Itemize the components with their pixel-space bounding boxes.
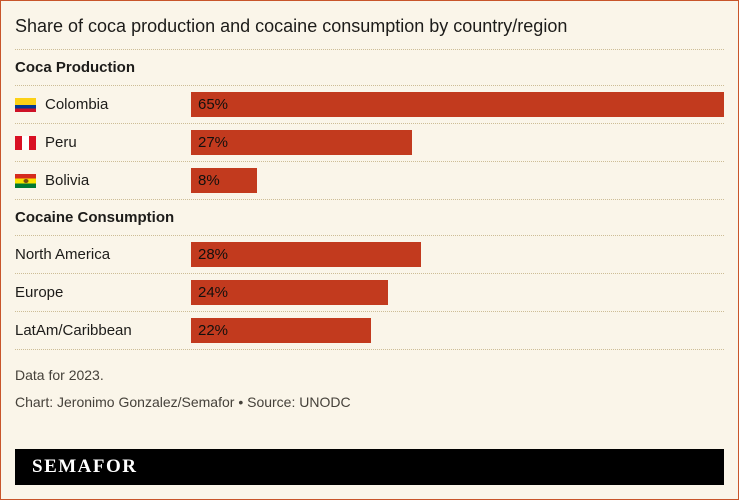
flag-colombia-icon <box>15 97 36 112</box>
bar-value-label: 27% <box>198 134 229 151</box>
bar-value-label: 28% <box>198 246 229 263</box>
chart-sections: Coca Production Colombia 65% Peru 27% Bolivia… <box>15 50 724 350</box>
row-label-cell: Peru <box>15 134 191 151</box>
bar-track: 28% <box>191 242 724 267</box>
row-label-cell: Bolivia <box>15 172 191 189</box>
bar-track: 65% <box>191 92 724 117</box>
bar-bolivia: 8% <box>191 168 257 193</box>
brand-bar: SEMAFOR <box>15 449 724 485</box>
bar-latam-caribbean: 22% <box>191 318 372 343</box>
row-label-cell: North America <box>15 246 191 263</box>
source-credit: Chart: Jeronimo Gonzalez/Semafor • Sourc… <box>15 394 351 410</box>
row-label: North America <box>15 246 111 263</box>
bar-track: 27% <box>191 130 724 155</box>
row-label-cell: Europe <box>15 284 191 301</box>
semafor-logo: SEMAFOR <box>32 456 138 477</box>
data-note: Data for 2023. <box>15 367 104 383</box>
row-label: Europe <box>15 284 64 301</box>
bar-row-europe: Europe 24% <box>15 274 724 312</box>
title-divider <box>15 49 724 50</box>
bar-value-label: 24% <box>198 284 229 301</box>
section-header-cocaine-consumption: Cocaine Consumption <box>15 200 724 236</box>
row-label: LatAm/Caribbean <box>15 322 132 339</box>
bar-peru: 27% <box>191 130 413 155</box>
bar-row-latam-caribbean: LatAm/Caribbean 22% <box>15 312 724 350</box>
bar-row-colombia: Colombia 65% <box>15 86 724 124</box>
row-label: Colombia <box>45 96 109 113</box>
bar-value-label: 8% <box>198 172 220 189</box>
row-label-cell: LatAm/Caribbean <box>15 322 191 339</box>
bar-value-label: 22% <box>198 322 229 339</box>
flag-bolivia-icon <box>15 173 36 188</box>
bar-track: 24% <box>191 280 724 305</box>
bar-row-peru: Peru 27% <box>15 124 724 162</box>
bar-track: 22% <box>191 318 724 343</box>
bar-track: 8% <box>191 168 724 193</box>
section-header-coca-production: Coca Production <box>15 50 724 86</box>
row-label: Bolivia <box>45 172 90 189</box>
row-label-cell: Colombia <box>15 96 191 113</box>
bar-row-north-america: North America 28% <box>15 236 724 274</box>
bar-value-label: 65% <box>198 96 229 113</box>
chart-footnotes: Data for 2023. Chart: Jeronimo Gonzalez/… <box>15 350 724 413</box>
bar-europe: 24% <box>191 280 388 305</box>
chart-title: Share of coca production and cocaine con… <box>15 16 568 36</box>
bar-colombia: 65% <box>191 92 724 117</box>
flag-peru-icon <box>15 135 36 150</box>
row-label: Peru <box>45 134 77 151</box>
bar-row-bolivia: Bolivia 8% <box>15 162 724 200</box>
bar-north-america: 28% <box>191 242 421 267</box>
